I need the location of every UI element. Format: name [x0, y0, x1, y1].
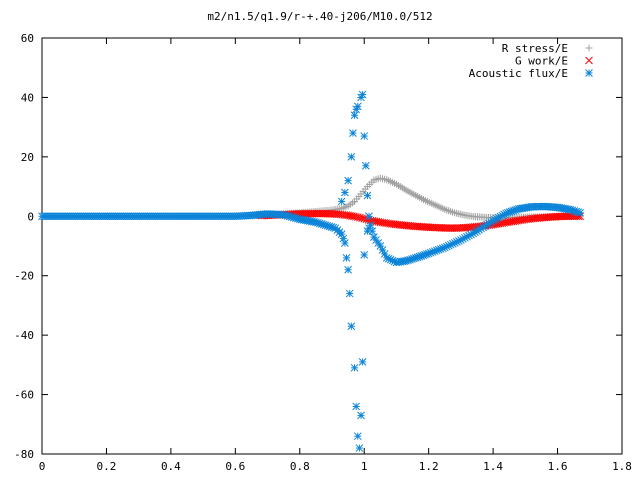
data-point: [353, 102, 362, 111]
data-point: [350, 363, 359, 372]
y-tick-label: -60: [14, 389, 34, 402]
data-point: [344, 265, 352, 274]
x-tick-label: 0.4: [161, 460, 181, 473]
x-tick-label: 1.8: [612, 460, 632, 473]
x-tick-label: 0.8: [290, 460, 310, 473]
data-point: [316, 209, 324, 218]
y-tick-label: -40: [14, 329, 34, 342]
data-point: [305, 209, 313, 218]
y-tick-label: 0: [27, 210, 34, 223]
x-tick-label: 1.2: [419, 460, 439, 473]
data-point: [353, 432, 362, 441]
data-point: [299, 209, 308, 218]
y-tick-label: -20: [14, 270, 34, 283]
x-tick-label: 0.2: [97, 460, 117, 473]
data-point: [446, 224, 455, 232]
data-point: [555, 212, 564, 221]
data-point: [314, 209, 323, 218]
data-point: [576, 208, 584, 217]
data-point: [347, 153, 356, 161]
data-point: [448, 224, 457, 232]
data-point: [363, 191, 372, 200]
data-point: [358, 90, 367, 99]
data-point: [312, 209, 321, 218]
data-point: [445, 224, 453, 232]
data-point: [306, 209, 315, 218]
data-point: [358, 214, 366, 223]
data-point: [355, 444, 364, 452]
data-point: [352, 105, 361, 114]
data-point: [561, 212, 569, 221]
data-point: [368, 227, 377, 235]
y-axis: 60 40 20 0 -20 -40 -60 -80: [14, 32, 622, 461]
plot-frame: [41, 37, 623, 455]
y-tick-label: 20: [21, 151, 34, 164]
series-acoustic-flux-e: [38, 90, 584, 452]
data-point: [443, 224, 451, 232]
x-axis: 0 0.2 0.4 0.6 0.8 1 1.2 1.4 1.6 1.8: [39, 38, 632, 473]
data-point: [345, 289, 354, 298]
data-point: [342, 254, 351, 262]
data-point: [341, 188, 349, 197]
data-point: [347, 322, 356, 331]
chart-title: m2/n1.5/q1.9/r-+.40-j206/M10.0/512: [207, 10, 432, 23]
data-point: [349, 129, 357, 137]
data-point: [559, 212, 567, 221]
data-point: [350, 111, 359, 120]
y-tick-label: 40: [21, 91, 34, 104]
data-point: [308, 209, 317, 218]
data-point: [553, 212, 562, 221]
data-point: [337, 197, 346, 206]
legend-label: Acoustic flux/E: [469, 67, 568, 80]
data-point: [360, 251, 369, 259]
data-point: [439, 224, 448, 232]
legend-marker: [585, 44, 593, 52]
data-point: [361, 161, 370, 170]
data-point: [441, 224, 450, 232]
data-point: [352, 402, 361, 411]
plot-area: [38, 90, 584, 452]
data-point: [357, 411, 365, 420]
x-tick-label: 1: [361, 460, 368, 473]
x-tick-label: 0.6: [225, 460, 245, 473]
data-point: [341, 239, 349, 247]
data-point: [310, 209, 319, 218]
data-point: [318, 209, 326, 218]
y-tick-label: -80: [14, 448, 34, 461]
x-tick-label: 0: [39, 460, 46, 473]
data-point: [344, 176, 352, 185]
data-point: [366, 221, 375, 230]
y-tick-label: 60: [21, 32, 34, 45]
legend-label: R stress/E: [502, 42, 568, 55]
legend-marker: [585, 69, 593, 77]
data-point: [365, 212, 373, 221]
legend-marker: [585, 56, 593, 65]
data-point: [557, 212, 566, 221]
x-tick-label: 1.4: [483, 460, 503, 473]
data-point: [358, 358, 367, 366]
x-tick-label: 1.6: [548, 460, 568, 473]
data-point: [566, 212, 575, 221]
data-point: [360, 132, 369, 140]
data-point: [437, 224, 446, 232]
legend-label: G work/E: [515, 55, 568, 68]
